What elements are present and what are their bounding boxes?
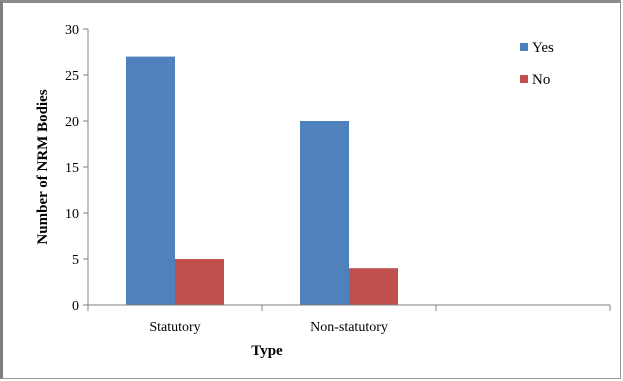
y-tick-label: 30 bbox=[65, 23, 79, 38]
legend-swatch-no bbox=[520, 75, 528, 83]
y-tick-label: 10 bbox=[65, 207, 79, 222]
legend-label-yes: Yes bbox=[532, 40, 554, 56]
y-tick-label: 20 bbox=[65, 115, 79, 130]
bar-no-non-statutory bbox=[349, 268, 398, 305]
bars bbox=[126, 56, 398, 305]
y-axis-ticks: 0 5 10 15 20 25 30 bbox=[65, 23, 88, 314]
legend: Yes No bbox=[520, 40, 554, 88]
x-tick-label: Non-statutory bbox=[310, 320, 388, 335]
bar-yes-non-statutory bbox=[300, 121, 349, 305]
bar-no-statutory bbox=[175, 259, 224, 305]
legend-swatch-yes bbox=[520, 43, 528, 51]
bar-yes-statutory bbox=[126, 56, 175, 305]
y-tick-label: 5 bbox=[72, 253, 79, 268]
y-tick-label: 15 bbox=[65, 161, 79, 176]
y-tick-label: 25 bbox=[65, 69, 79, 84]
x-tick-label: Statutory bbox=[149, 320, 200, 335]
y-axis-title: Number of NRM Bodies bbox=[35, 89, 51, 244]
y-tick-label: 0 bbox=[72, 299, 79, 314]
legend-label-no: No bbox=[532, 72, 550, 88]
x-axis-ticks: Statutory Non-statutory bbox=[87, 305, 611, 335]
x-axis-title: Type bbox=[251, 343, 283, 359]
